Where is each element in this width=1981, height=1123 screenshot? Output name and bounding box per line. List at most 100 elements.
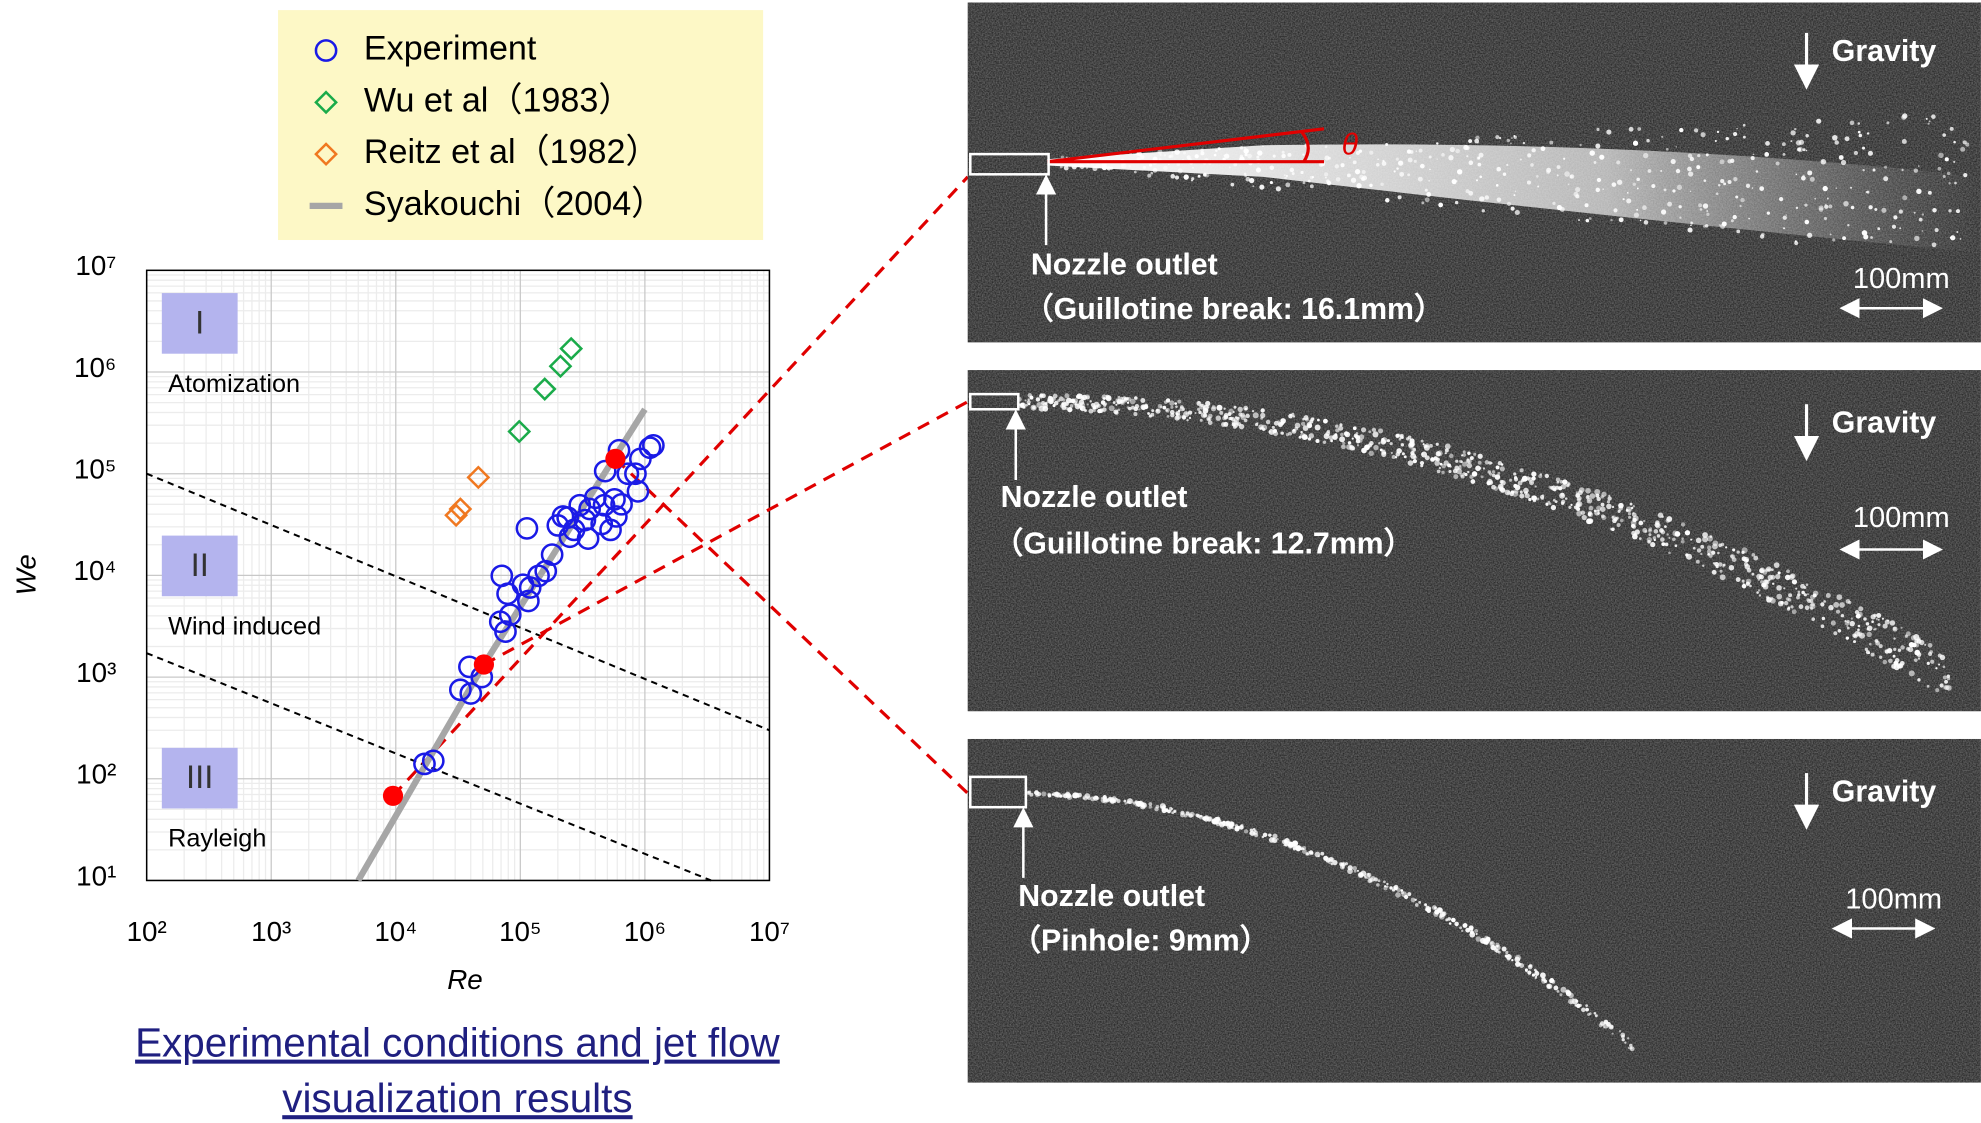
point: [604, 505, 628, 528]
droplet: [1877, 618, 1880, 621]
droplet: [1629, 169, 1633, 172]
droplet: [1519, 493, 1525, 499]
regime-label: Atomization: [168, 370, 300, 398]
droplet: [1169, 809, 1172, 812]
droplet: [1527, 477, 1533, 482]
droplet: [1696, 548, 1702, 553]
droplet: [1550, 504, 1557, 511]
droplet: [1441, 470, 1445, 475]
droplet: [1868, 642, 1872, 646]
droplet: [1269, 165, 1275, 171]
droplet: [1300, 421, 1306, 427]
droplet: [1238, 423, 1245, 430]
droplet: [1762, 583, 1769, 590]
droplet: [1534, 976, 1537, 980]
droplet: [1294, 426, 1299, 431]
droplet: [1820, 158, 1827, 165]
droplet: [1449, 465, 1452, 468]
droplet: [1064, 393, 1070, 399]
droplet: [1510, 490, 1515, 494]
point: [540, 543, 564, 567]
droplet: [1477, 453, 1483, 459]
droplet: [1036, 792, 1042, 797]
droplet: [1355, 438, 1361, 444]
droplet: [1675, 146, 1678, 148]
droplet: [1408, 442, 1414, 448]
droplet: [1064, 406, 1068, 410]
droplet: [1809, 598, 1814, 604]
droplet: [1347, 865, 1353, 871]
point: [448, 678, 472, 702]
droplet: [1062, 398, 1066, 402]
droplet: [1711, 543, 1718, 550]
droplet: [1203, 816, 1206, 819]
droplet: [1595, 143, 1601, 149]
droplet: [1689, 156, 1695, 162]
droplet: [1308, 433, 1315, 439]
droplet: [1454, 200, 1459, 205]
droplet: [1389, 442, 1393, 446]
x-axis-label: Re: [447, 964, 483, 995]
droplet: [1549, 485, 1554, 490]
droplet: [1292, 840, 1299, 847]
droplet: [1843, 201, 1849, 207]
droplet: [1908, 670, 1915, 677]
droplet: [1876, 612, 1882, 618]
droplet: [1844, 620, 1847, 623]
droplet: [1684, 530, 1691, 536]
droplet: [1588, 217, 1592, 220]
droplet: [1396, 167, 1399, 170]
droplet: [1636, 208, 1639, 211]
droplet: [1835, 609, 1841, 614]
droplet: [1462, 461, 1468, 467]
droplet: [1770, 568, 1774, 572]
droplet: [1461, 929, 1464, 932]
droplet: [1594, 509, 1600, 516]
droplet: [1136, 152, 1140, 156]
droplet: [1686, 553, 1693, 560]
droplet: [1835, 187, 1838, 189]
droplet: [1801, 590, 1805, 595]
droplet: [1593, 1011, 1597, 1015]
droplet: [1939, 683, 1944, 688]
droplet: [1888, 658, 1893, 664]
droplet: [1334, 164, 1340, 169]
droplet: [1473, 452, 1477, 456]
droplet: [1736, 229, 1741, 234]
droplet: [1223, 413, 1229, 418]
droplet: [1877, 227, 1881, 231]
droplet: [1093, 401, 1100, 408]
droplet: [1596, 505, 1602, 511]
droplet: [1838, 155, 1844, 160]
droplet: [1133, 153, 1136, 156]
droplet: [1524, 493, 1530, 499]
droplet: [1157, 403, 1163, 409]
droplet: [1444, 452, 1447, 455]
droplet: [1076, 403, 1082, 409]
droplet: [1462, 923, 1468, 928]
droplet: [1803, 593, 1807, 597]
droplet: [1627, 1046, 1630, 1050]
droplet: [1397, 160, 1404, 166]
droplet: [1960, 146, 1966, 152]
droplet: [1606, 503, 1612, 510]
point: [548, 354, 573, 379]
droplet: [1757, 578, 1760, 581]
droplet: [1130, 405, 1135, 410]
droplet: [1165, 409, 1168, 412]
droplet: [1626, 192, 1629, 194]
droplet: [1369, 879, 1372, 883]
droplet: [1881, 207, 1887, 213]
droplet: [1928, 651, 1933, 657]
droplet: [1223, 407, 1226, 410]
droplet: [1611, 505, 1615, 509]
droplet: [1791, 609, 1797, 615]
droplet: [1240, 412, 1246, 418]
droplet: [1883, 176, 1889, 182]
droplet: [1052, 792, 1057, 797]
droplet: [1163, 165, 1168, 171]
droplet: [1044, 401, 1048, 405]
droplet: [1181, 414, 1186, 419]
droplet: [1790, 605, 1794, 609]
droplet: [1613, 208, 1618, 213]
